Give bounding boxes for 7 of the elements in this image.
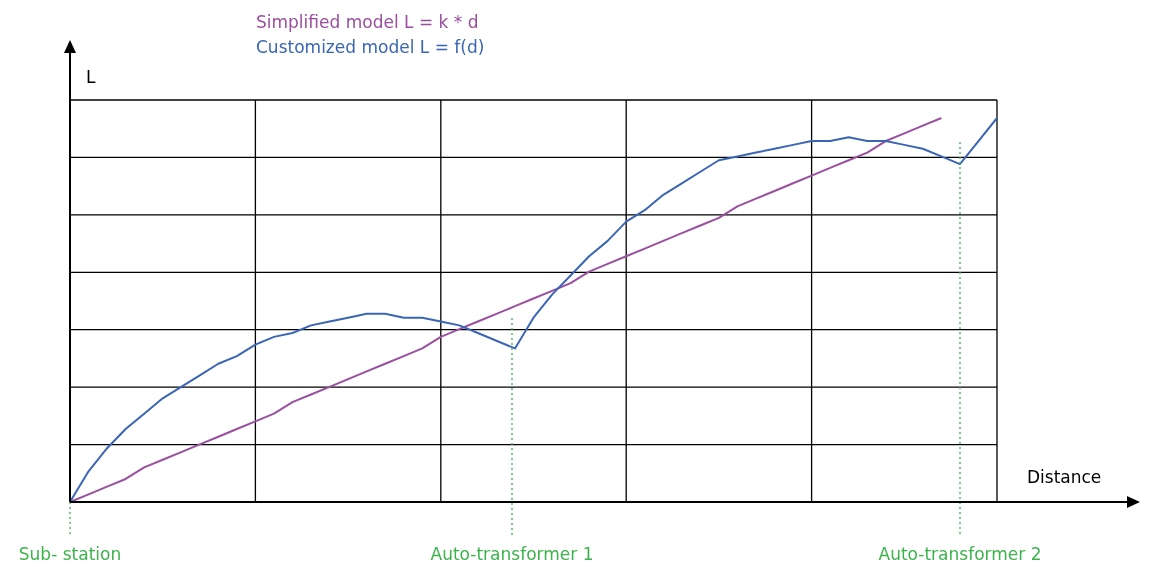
text: Auto-transformer 1 [430, 544, 594, 564]
x-axis-title: Distance [1027, 467, 1102, 487]
text: Simplified model L = k * d [256, 12, 479, 32]
y-axis-title: L [86, 67, 96, 87]
text: Auto-transformer 2 [878, 544, 1042, 564]
text: Sub- station [18, 544, 122, 564]
text: Customized model L = f(d) [256, 37, 485, 57]
